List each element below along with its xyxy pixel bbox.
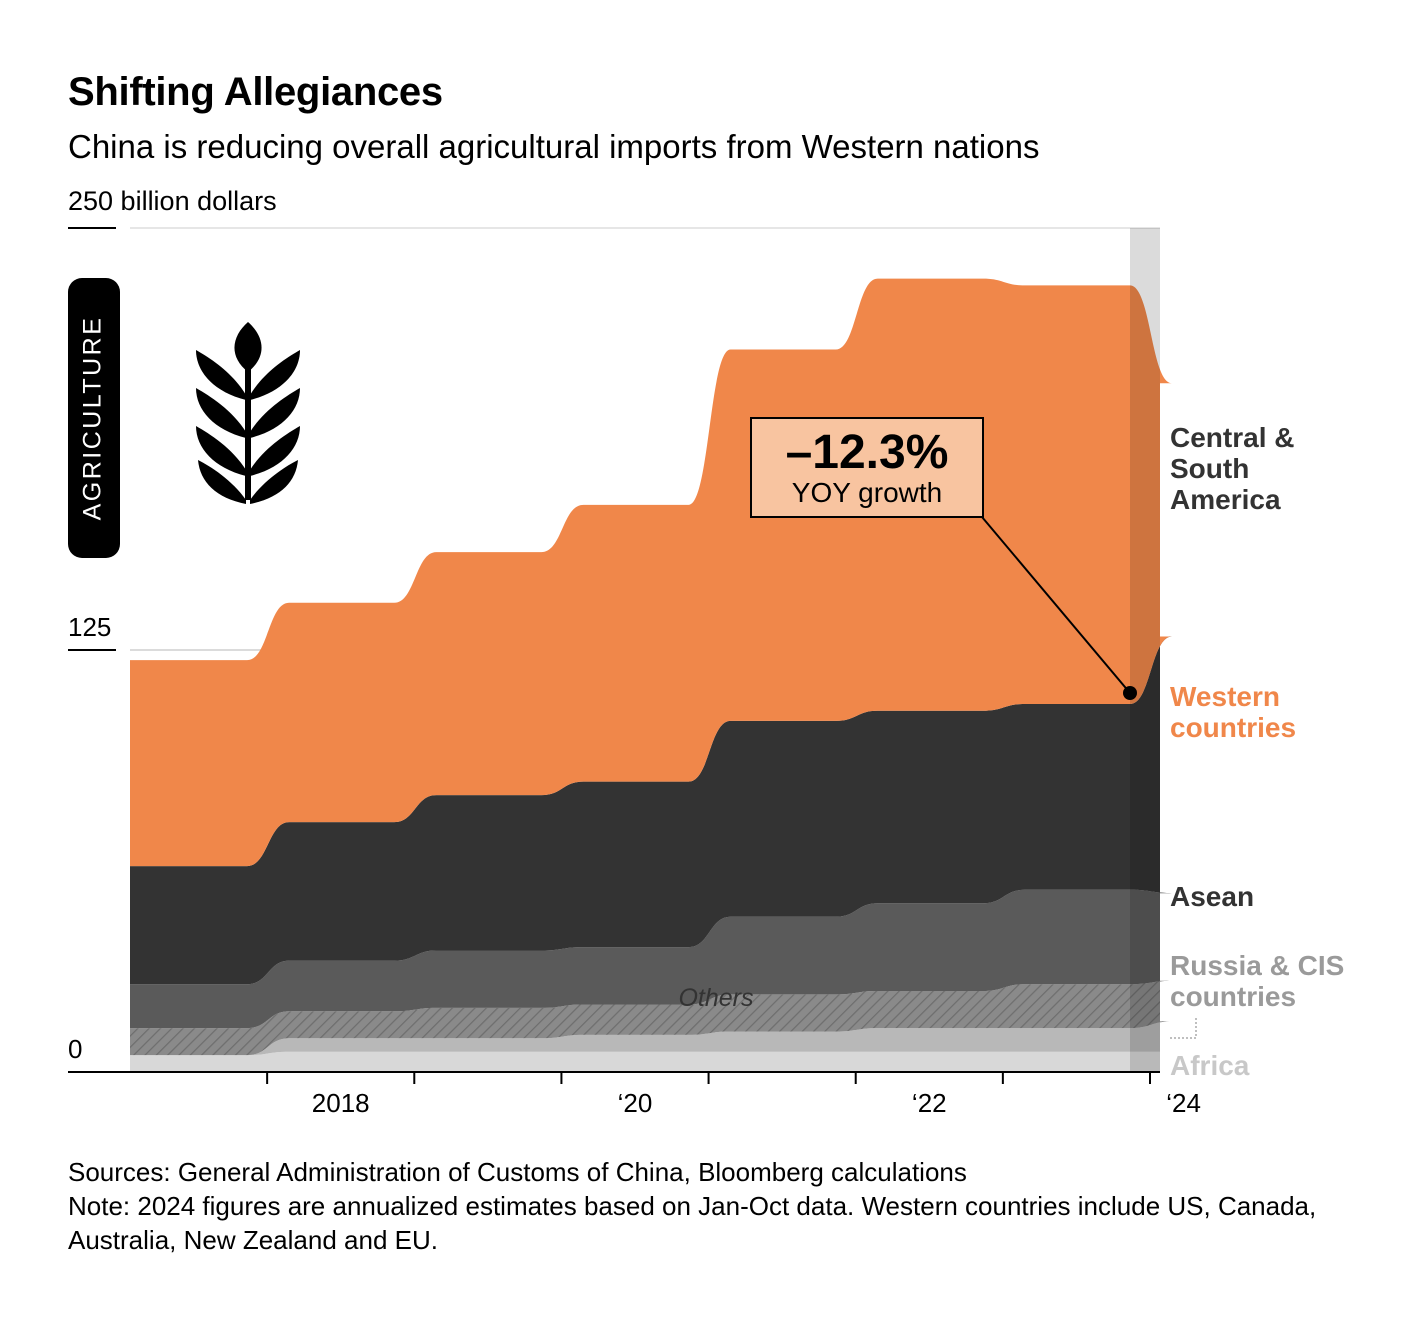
category-tag-label: AGRICULTURE [79,316,107,521]
callout-value: –12.3% [786,426,949,479]
source-note: Sources: General Administration of Custo… [68,1157,967,1187]
area-others [130,1021,1172,1056]
others-label: Others [678,984,753,1012]
yoy-growth-callout: –12.3% YOY growth [750,417,1137,700]
chart-subtitle: China is reducing overall agricultural i… [68,128,1040,165]
series-label-africa: Africa [1170,1050,1250,1081]
x-tick-label: 2018 [312,1088,370,1118]
overlay-layer [1130,228,1160,1072]
callout-label: YOY growth [792,477,942,508]
x-tick-label: ‘22 [912,1088,947,1118]
y-tick-label: 0 [68,1034,82,1064]
area-russia_cis [130,980,1172,1056]
x-tick-label: ‘24 [1166,1088,1201,1118]
estimate-shade [1130,228,1160,1072]
wheat-icon [196,322,300,504]
footnote: Note: 2024 figures are annualized estima… [68,1191,1317,1255]
y-tick-label: 125 [68,612,111,642]
area-africa [130,1051,1172,1072]
category-tag: AGRICULTURE [68,278,120,558]
leader-line [1170,1018,1197,1039]
stacked-area-chart: 0 125 2018 ‘20 ‘22 ‘24 AGRICULTURE –12.3% YOY… [68,227,1344,1118]
y-axis-unit-label: 250 billion dollars [68,186,277,216]
series-label-western: Western countries [1170,681,1296,743]
area-central_south_america [130,636,1172,985]
area-asean [130,889,1172,1029]
axes: 0 125 2018 ‘20 ‘22 ‘24 [68,227,1201,1118]
chart-title: Shifting Allegiances [68,70,443,114]
x-tick-label: ‘20 [618,1088,653,1118]
series-label-asean: Asean [1170,881,1254,912]
series-label-russia_cis: Russia & CIS countries [1170,950,1344,1012]
callout-marker [1123,686,1137,700]
series-labels: Central & South America Western countries Ase… [1170,422,1344,1081]
series-label-central_south_america: Central & South America [1170,422,1294,515]
